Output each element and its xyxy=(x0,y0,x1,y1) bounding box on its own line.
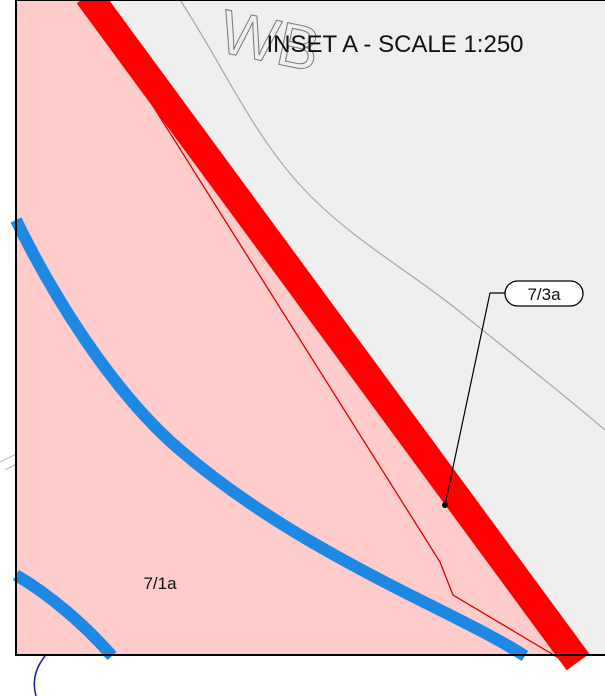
blue-line xyxy=(12,569,117,660)
inset-title: INSET A - SCALE 1:250 xyxy=(266,31,523,58)
blue-line xyxy=(10,217,529,662)
boundary-line xyxy=(179,0,605,431)
leader-line xyxy=(444,292,505,506)
parcel-label: 7/3a xyxy=(527,285,561,304)
red-line xyxy=(76,0,590,671)
leader-dot xyxy=(442,502,448,508)
frame xyxy=(15,0,605,656)
parcel-label: 7/1a xyxy=(143,574,177,593)
parcel-7-3a-outline xyxy=(101,24,563,661)
label-box xyxy=(504,280,584,307)
outside-boundary xyxy=(33,655,46,696)
